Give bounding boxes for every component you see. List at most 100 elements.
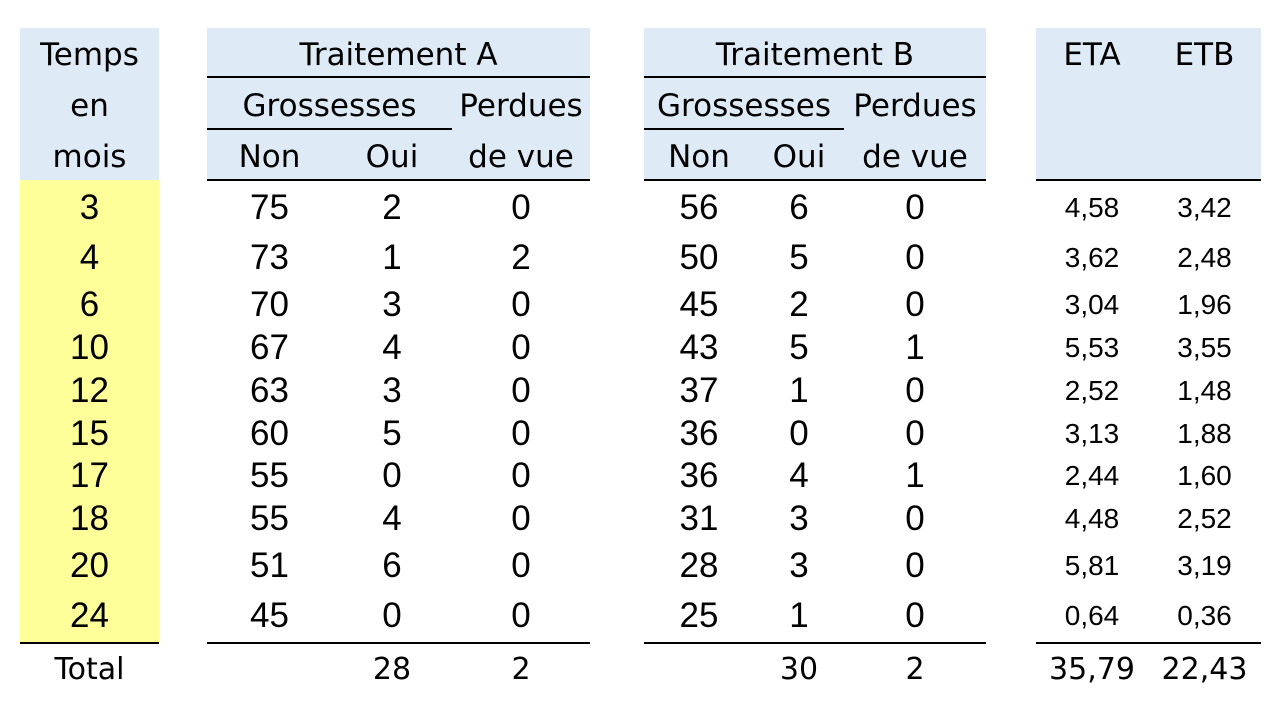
temps-cell: 10 bbox=[70, 328, 109, 367]
eta-etb-header-rule bbox=[1036, 179, 1261, 181]
a-perdues-cell: 0 bbox=[511, 456, 531, 495]
b-oui-cell: 1 bbox=[789, 371, 809, 410]
eta-cell: 3,04 bbox=[1064, 289, 1120, 320]
a-perdues-cell: 0 bbox=[511, 188, 531, 227]
treatment-b-grossesses: Grossesses bbox=[657, 88, 831, 124]
total-label: Total bbox=[54, 652, 125, 687]
a-perdues-cell: 0 bbox=[511, 328, 531, 367]
treatment-a-title-rule bbox=[207, 76, 590, 78]
a-perdues-cell: 0 bbox=[511, 546, 531, 585]
temps-cell: 18 bbox=[70, 499, 109, 538]
a-perdues-cell: 0 bbox=[511, 371, 531, 410]
total-b-oui: 30 bbox=[779, 652, 819, 687]
eta-cell: 2,44 bbox=[1064, 460, 1120, 491]
treatment-b-header-bg bbox=[644, 28, 986, 180]
temps-header-line1: Temps bbox=[40, 37, 139, 73]
a-oui-cell: 4 bbox=[382, 499, 402, 538]
b-oui-cell: 3 bbox=[789, 499, 809, 538]
a-non-cell: 67 bbox=[250, 328, 289, 367]
a-non-cell: 51 bbox=[250, 546, 289, 585]
b-perdues-cell: 0 bbox=[905, 499, 925, 538]
temps-bottom-rule bbox=[20, 642, 159, 644]
b-non-cell: 36 bbox=[679, 414, 719, 453]
b-non-cell: 56 bbox=[679, 188, 719, 227]
eta-cell: 3,62 bbox=[1064, 242, 1120, 273]
treatment-a-grossesses-rule bbox=[207, 128, 452, 130]
total-a-oui: 28 bbox=[372, 652, 412, 687]
total-eta: 35,79 bbox=[1049, 652, 1135, 687]
b-oui-cell: 3 bbox=[789, 546, 809, 585]
a-perdues-cell: 2 bbox=[511, 238, 531, 277]
etb-cell: 1,96 bbox=[1177, 289, 1232, 320]
treatment-b-grossesses-rule bbox=[644, 128, 844, 130]
temps-cell: 15 bbox=[70, 414, 109, 453]
a-non-cell: 45 bbox=[250, 596, 289, 635]
b-non-cell: 50 bbox=[679, 238, 719, 277]
a-non-cell: 55 bbox=[250, 499, 289, 538]
treatment-a-grossesses: Grossesses bbox=[242, 88, 417, 124]
etb-cell: 1,60 bbox=[1177, 460, 1232, 491]
treatment-a-perdues-line1: Perdues bbox=[459, 88, 583, 124]
b-perdues-cell: 0 bbox=[905, 546, 925, 585]
temps-values-bg bbox=[20, 180, 159, 642]
temps-header-line2: en bbox=[70, 88, 109, 124]
eta-cell: 3,13 bbox=[1064, 418, 1120, 449]
a-non-cell: 55 bbox=[250, 456, 289, 495]
treatment-b-non-header: Non bbox=[668, 139, 730, 175]
treatment-a-non-header: Non bbox=[238, 139, 301, 175]
b-perdues-cell: 0 bbox=[905, 414, 925, 453]
treatment-a-oui-header: Oui bbox=[365, 139, 419, 175]
eta-cell: 5,53 bbox=[1064, 332, 1120, 363]
etb-cell: 0,36 bbox=[1177, 600, 1232, 631]
treatment-a-perdues-line2: de vue bbox=[468, 139, 574, 175]
a-oui-cell: 6 bbox=[382, 546, 402, 585]
b-perdues-cell: 0 bbox=[905, 188, 925, 227]
total-etb: 22,43 bbox=[1161, 652, 1248, 687]
treatment-b-perdues-line2: de vue bbox=[862, 139, 968, 175]
a-oui-cell: 5 bbox=[382, 414, 402, 453]
etb-cell: 1,88 bbox=[1177, 418, 1232, 449]
b-perdues-cell: 0 bbox=[905, 371, 925, 410]
temps-cell: 4 bbox=[79, 238, 100, 277]
temps-cell: 12 bbox=[70, 371, 109, 410]
etb-cell: 2,48 bbox=[1177, 242, 1232, 273]
total-b-perdues: 2 bbox=[905, 652, 925, 687]
treatment-b-title: Traitement B bbox=[715, 37, 915, 73]
treatment-b-header-rule bbox=[644, 179, 986, 181]
a-oui-cell: 2 bbox=[382, 188, 402, 227]
eta-cell: 0,64 bbox=[1064, 600, 1120, 631]
temps-cell: 20 bbox=[70, 546, 109, 585]
eta-cell: 2,52 bbox=[1064, 375, 1120, 406]
etb-header: ETB bbox=[1174, 37, 1235, 73]
total-a-perdues: 2 bbox=[511, 652, 531, 687]
treatment-a-bottom-rule bbox=[207, 642, 590, 644]
treatment-b-bottom-rule bbox=[644, 642, 986, 644]
b-oui-cell: 4 bbox=[789, 456, 809, 495]
eta-etb-bottom-rule bbox=[1036, 642, 1261, 644]
temps-header-bg bbox=[20, 28, 159, 180]
etb-cell: 2,52 bbox=[1177, 503, 1232, 534]
b-perdues-cell: 1 bbox=[905, 328, 925, 367]
b-oui-cell: 5 bbox=[789, 328, 809, 367]
a-non-cell: 63 bbox=[250, 371, 289, 410]
b-non-cell: 45 bbox=[679, 285, 719, 324]
a-oui-cell: 4 bbox=[382, 328, 402, 367]
treatment-b-title-rule bbox=[644, 76, 986, 78]
a-oui-cell: 0 bbox=[382, 596, 402, 635]
b-non-cell: 31 bbox=[679, 499, 719, 538]
b-oui-cell: 2 bbox=[789, 285, 809, 324]
etb-cell: 3,19 bbox=[1177, 550, 1232, 581]
b-perdues-cell: 0 bbox=[905, 285, 925, 324]
b-non-cell: 37 bbox=[679, 371, 719, 410]
treatment-b-oui-header: Oui bbox=[772, 139, 826, 175]
eta-header: ETA bbox=[1063, 37, 1121, 73]
a-perdues-cell: 0 bbox=[511, 414, 531, 453]
eta-cell: 5,81 bbox=[1064, 550, 1120, 581]
a-oui-cell: 1 bbox=[382, 238, 402, 277]
b-perdues-cell: 1 bbox=[905, 456, 925, 495]
treatment-a-header-rule bbox=[207, 179, 590, 181]
temps-cell: 24 bbox=[70, 596, 109, 635]
b-perdues-cell: 0 bbox=[905, 238, 925, 277]
temps-cell: 17 bbox=[70, 456, 109, 495]
temps-cell: 3 bbox=[79, 188, 100, 227]
